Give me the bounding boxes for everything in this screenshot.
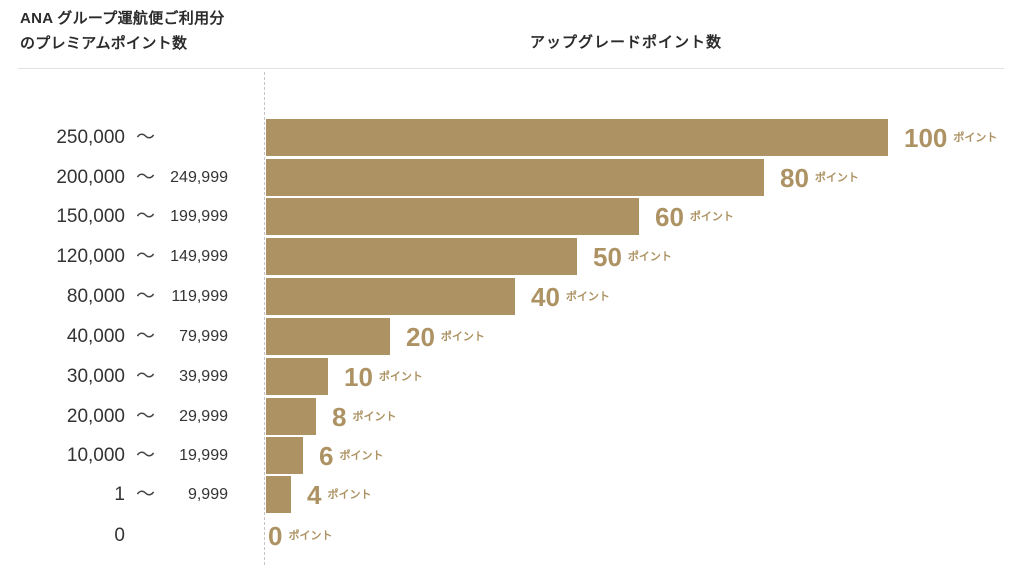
range-from: 250,000 xyxy=(56,127,125,148)
chart-row: 80,000 〜 119,999 40 ポイント xyxy=(0,278,1024,316)
row-header-line2: のプレミアムポイント数 xyxy=(20,35,188,52)
chart-row: 120,000 〜 149,999 50 ポイント xyxy=(0,238,1024,276)
value-unit: ポイント xyxy=(327,489,372,501)
range-to: 249,999 xyxy=(170,169,228,186)
value-number: 40 xyxy=(531,282,560,312)
range-to: 19,999 xyxy=(179,447,228,464)
bar-value-label: 40 ポイント xyxy=(531,278,610,316)
range-from: 200,000 xyxy=(56,167,125,188)
bar-value-label: 100 ポイント xyxy=(904,119,997,157)
range-tilde: 〜 xyxy=(136,206,156,227)
chart-row: 150,000 〜 199,999 60 ポイント xyxy=(0,198,1024,236)
bar xyxy=(266,159,764,196)
bar-value-label: 0 ポイント xyxy=(268,517,332,555)
value-unit: ポイント xyxy=(339,450,384,462)
bar xyxy=(266,238,577,275)
value-unit: ポイント xyxy=(352,411,397,423)
range-from: 0 xyxy=(114,525,125,546)
row-header: ANA グループ運航便ご利用分 のプレミアムポイント数 xyxy=(20,6,225,56)
value-unit: ポイント xyxy=(627,251,672,263)
value-number: 50 xyxy=(593,242,622,272)
value-unit: ポイント xyxy=(440,331,485,343)
bar xyxy=(266,119,888,156)
range-tilde: 〜 xyxy=(136,484,156,505)
header-divider xyxy=(18,68,1004,69)
bar xyxy=(266,358,328,395)
chart-row: 30,000 〜 39,999 10 ポイント xyxy=(0,358,1024,396)
bar-value-label: 6 ポイント xyxy=(319,437,383,475)
range-to: 79,999 xyxy=(179,328,228,345)
range-tilde: 〜 xyxy=(136,326,156,347)
bar-value-label: 20 ポイント xyxy=(406,318,485,356)
bar-value-label: 10 ポイント xyxy=(344,358,423,396)
chart-row: 250,000 〜 100 ポイント xyxy=(0,119,1024,157)
bar xyxy=(266,476,291,513)
row-header-line1: ANA グループ運航便ご利用分 xyxy=(20,10,225,27)
chart-row: 20,000 〜 29,999 8 ポイント xyxy=(0,398,1024,436)
value-unit: ポイント xyxy=(689,211,734,223)
range-tilde: 〜 xyxy=(136,366,156,387)
chart-row: 0 0 ポイント xyxy=(0,517,1024,555)
range-to: 39,999 xyxy=(179,368,228,385)
value-unit: ポイント xyxy=(953,132,998,144)
range-tilde: 〜 xyxy=(136,445,156,466)
range-tilde: 〜 xyxy=(136,167,156,188)
value-number: 6 xyxy=(319,441,334,471)
range-tilde: 〜 xyxy=(136,406,156,427)
chart-row: 1 〜 9,999 4 ポイント xyxy=(0,476,1024,514)
bar xyxy=(266,198,639,235)
value-number: 8 xyxy=(332,402,347,432)
chart-row: 10,000 〜 19,999 6 ポイント xyxy=(0,437,1024,475)
bar xyxy=(266,278,515,315)
zero-axis-line xyxy=(264,72,265,565)
value-number: 60 xyxy=(655,202,684,232)
range-from: 30,000 xyxy=(66,366,125,387)
range-tilde: 〜 xyxy=(136,246,156,267)
range-to: 199,999 xyxy=(170,208,228,225)
value-number: 10 xyxy=(344,362,373,392)
value-unit: ポイント xyxy=(288,530,333,542)
range-tilde: 〜 xyxy=(136,286,156,307)
range-to: 149,999 xyxy=(170,248,228,265)
bar-value-label: 4 ポイント xyxy=(307,476,371,514)
value-number: 20 xyxy=(406,322,435,352)
range-from: 10,000 xyxy=(66,445,125,466)
range-tilde: 〜 xyxy=(136,127,156,148)
range-from: 120,000 xyxy=(56,246,125,267)
value-unit: ポイント xyxy=(378,371,423,383)
column-header: アップグレードポイント数 xyxy=(530,34,723,51)
value-number: 80 xyxy=(780,163,809,193)
range-to: 29,999 xyxy=(179,408,228,425)
bar xyxy=(266,398,316,435)
bar xyxy=(266,318,390,355)
bar-value-label: 60 ポイント xyxy=(655,198,734,236)
bar-value-label: 50 ポイント xyxy=(593,238,672,276)
bar-value-label: 8 ポイント xyxy=(332,398,396,436)
range-from: 150,000 xyxy=(56,206,125,227)
value-unit: ポイント xyxy=(814,172,859,184)
value-unit: ポイント xyxy=(565,291,610,303)
range-to: 119,999 xyxy=(171,288,228,305)
range-from: 1 xyxy=(114,484,125,505)
range-from: 40,000 xyxy=(66,326,125,347)
value-number: 0 xyxy=(268,521,283,551)
bar xyxy=(266,437,303,474)
range-from: 20,000 xyxy=(66,406,125,427)
bar-value-label: 80 ポイント xyxy=(780,159,859,197)
value-number: 4 xyxy=(307,480,322,510)
chart-row: 40,000 〜 79,999 20 ポイント xyxy=(0,318,1024,356)
range-to: 9,999 xyxy=(187,486,228,503)
chart-row: 200,000 〜 249,999 80 ポイント xyxy=(0,159,1024,197)
value-number: 100 xyxy=(904,123,948,153)
range-from: 80,000 xyxy=(66,286,125,307)
